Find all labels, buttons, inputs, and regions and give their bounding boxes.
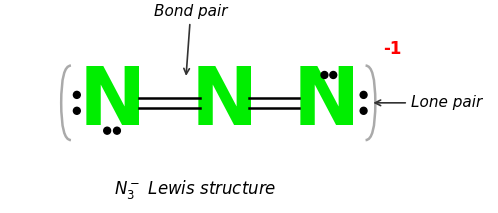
Circle shape <box>114 127 121 134</box>
Circle shape <box>104 127 111 134</box>
Text: Lone pair: Lone pair <box>375 95 482 110</box>
Circle shape <box>73 107 80 114</box>
Text: N: N <box>293 64 360 142</box>
Circle shape <box>360 107 367 114</box>
Circle shape <box>321 72 328 78</box>
Text: $N_3^-$ Lewis structure: $N_3^-$ Lewis structure <box>115 178 277 201</box>
Circle shape <box>360 91 367 98</box>
Text: Bond pair: Bond pair <box>154 4 228 74</box>
Text: N: N <box>190 64 258 142</box>
Circle shape <box>73 91 80 98</box>
Text: -1: -1 <box>383 40 401 58</box>
Circle shape <box>330 72 337 78</box>
Text: N: N <box>78 64 146 142</box>
